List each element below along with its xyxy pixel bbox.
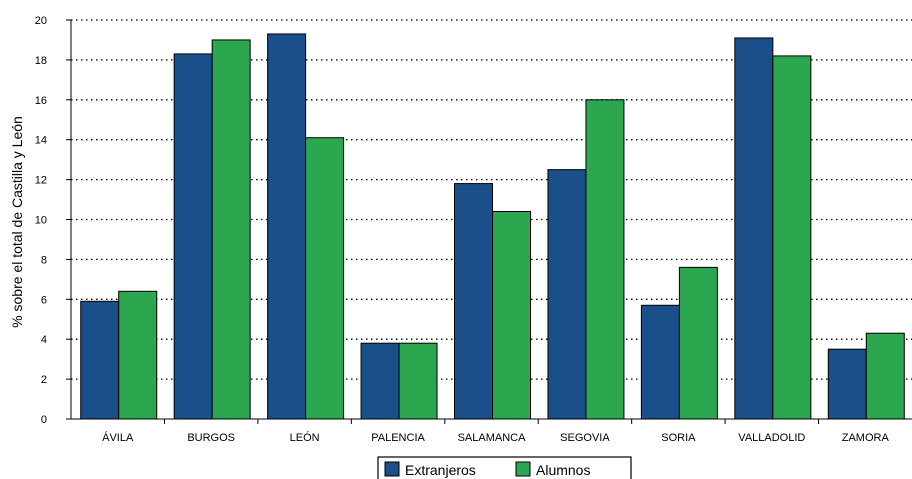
legend-label-extranjeros: Extranjeros	[405, 462, 476, 478]
category-label: SALAMANCA	[458, 432, 527, 444]
y-tick-label: 4	[41, 334, 47, 346]
bar-extranjeros-6	[640, 304, 680, 420]
bar-extranjeros-7	[734, 37, 774, 420]
legend-swatch-extranjeros	[384, 461, 400, 477]
bar-extranjeros-4	[454, 183, 493, 420]
bar-extranjeros-1	[173, 53, 213, 420]
bar-alumnos-6	[678, 266, 718, 420]
category-label: SORIA	[661, 432, 696, 444]
bar-alumnos-5	[585, 99, 625, 420]
y-tick-label: 0	[41, 414, 47, 426]
bar-alumnos-0	[118, 290, 158, 420]
category-label: BURGOS	[187, 432, 235, 444]
category-labels: ÁVILA BURGOS LEÓN PALENCIA SALAMANCA SEGOVIA S…	[102, 431, 889, 444]
y-tick-label: 10	[35, 215, 47, 227]
legend-swatch-alumnos	[515, 461, 531, 477]
bar-extranjeros-8	[827, 348, 867, 420]
y-tick-label: 16	[35, 95, 47, 107]
category-label: SEGOVIA	[560, 432, 610, 444]
category-label: ZAMORA	[842, 432, 890, 444]
axes	[66, 19, 912, 424]
y-tick-label: 18	[35, 55, 47, 67]
bar-alumnos-2	[305, 137, 345, 420]
bar-alumnos-3	[398, 342, 438, 420]
y-tick-label: 2	[41, 374, 47, 386]
y-tick-labels: 0 2 4 6 8 10 12 14 16 18 20	[35, 15, 47, 426]
legend-label-alumnos: Alumnos	[536, 462, 590, 478]
category-label: LEÓN	[290, 431, 320, 444]
bar-extranjeros-5	[547, 169, 587, 420]
bar-extranjeros-0	[80, 300, 120, 420]
y-tick-label: 12	[35, 175, 47, 187]
category-label: VALLADOLID	[738, 432, 805, 444]
y-tick-label: 8	[41, 254, 47, 266]
legend-box	[377, 456, 632, 479]
bar-alumnos-1	[211, 39, 251, 420]
bar-extranjeros-2	[267, 33, 307, 420]
bar-extranjeros-3	[360, 342, 400, 420]
category-label: PALENCIA	[371, 432, 425, 444]
category-label: ÁVILA	[102, 431, 134, 444]
bars	[80, 33, 905, 420]
y-tick-label: 20	[35, 15, 47, 27]
legend: Extranjeros Alumnos	[377, 456, 632, 479]
y-axis-label: % sobre el total de Castilla y León	[9, 116, 25, 328]
bar-alumnos-8	[865, 332, 905, 420]
y-tick-label: 14	[35, 135, 47, 147]
bar-alumnos-7	[772, 55, 812, 420]
y-tick-label: 6	[41, 294, 47, 306]
bar-alumnos-4	[492, 211, 531, 420]
